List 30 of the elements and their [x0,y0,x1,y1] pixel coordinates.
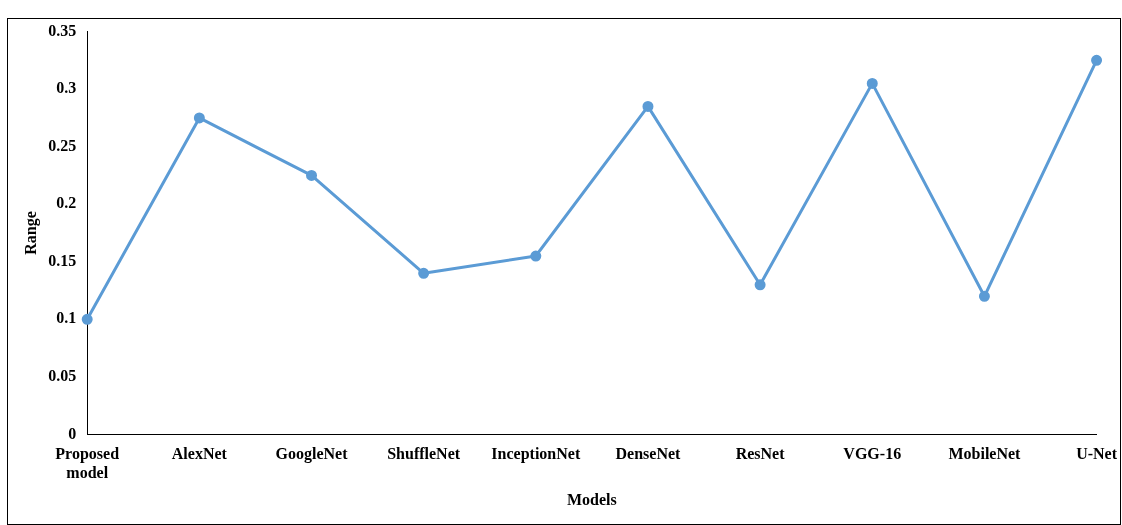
x-tick-label: ResNet [735,445,786,463]
y-tick-label: 0.35 [48,21,77,39]
y-tick-label: 0.05 [48,367,77,384]
x-tick-label: VGG-16 [843,445,902,463]
x-tick-label: MobileNet [948,445,1022,463]
x-axis-title: Models [566,490,617,508]
point [978,290,990,302]
x-tick-label: U-Net [1076,445,1118,463]
point [642,100,654,112]
x-tick-label: Proposed model [55,445,120,482]
x-tick-label: InceptionNet [491,445,581,464]
point [81,313,93,325]
point [306,169,317,181]
point [866,77,878,89]
x-tick-label: AlexNet [171,445,228,463]
point [530,250,542,262]
point [418,267,430,279]
y-tick-label: 0.2 [56,194,77,212]
y-axis-title: Range [21,211,40,255]
y-tick-label: 0.15 [48,251,77,269]
point [1091,54,1103,66]
y-tick-label: 0.3 [56,79,77,97]
y-tick-label: 0.25 [48,136,77,154]
y-tick-label: 0.1 [56,309,77,327]
x-tick-label: DenseNet [615,445,682,463]
point [193,112,205,124]
point [754,279,766,291]
x-tick-label: GoogleNet [275,445,349,464]
x-tick-label: ShuffleNet [387,445,461,463]
y-tick-label: 0 [68,424,77,442]
